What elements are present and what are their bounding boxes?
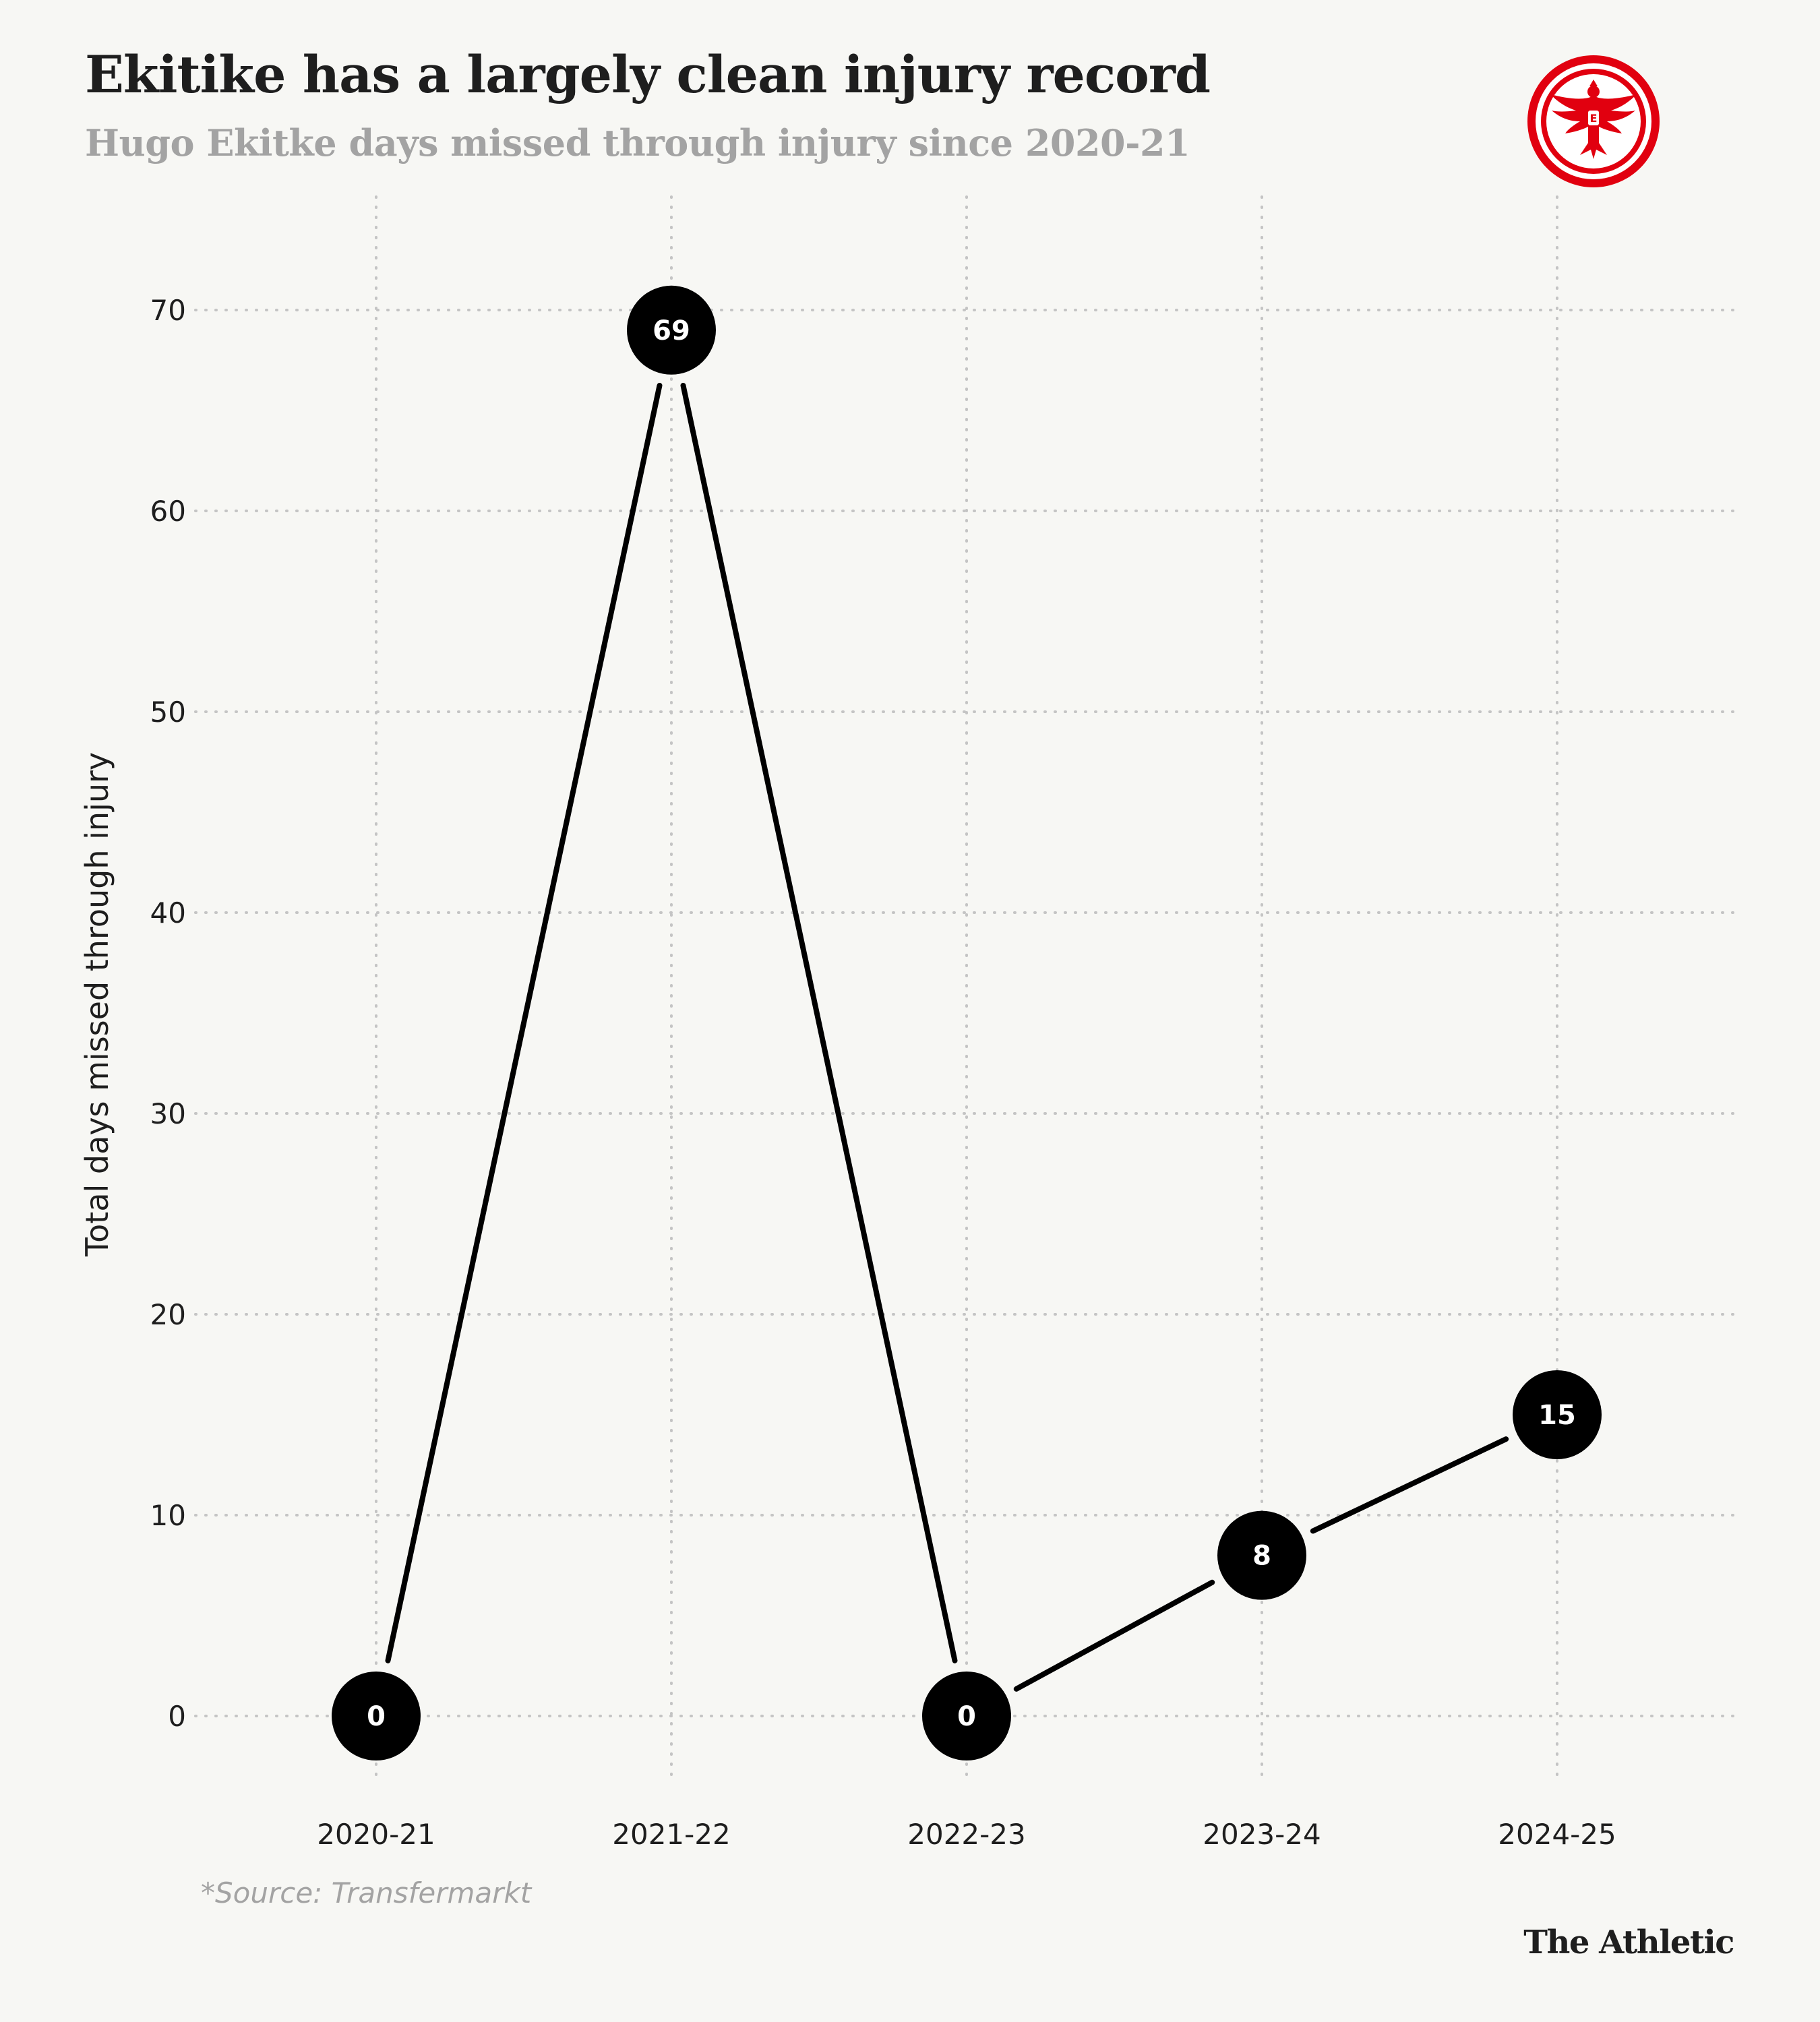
data-point — [332, 1672, 421, 1760]
y-tick-label: 70 — [150, 294, 186, 327]
y-tick-label: 40 — [150, 896, 186, 929]
x-tick-label: 2022-23 — [907, 1818, 1026, 1851]
data-label: 15 — [1538, 1400, 1576, 1431]
series-line-segment — [1310, 1436, 1509, 1534]
y-tick-label: 10 — [150, 1499, 186, 1532]
x-tick-label: 2024-25 — [1498, 1818, 1616, 1851]
data-label: 8 — [1252, 1541, 1271, 1572]
source-note: *Source: Transfermarkt — [201, 1876, 532, 1909]
data-point — [627, 285, 716, 375]
svg-text:E: E — [1590, 112, 1598, 125]
series-line-segment — [1013, 1579, 1215, 1692]
y-tick-label: 20 — [150, 1298, 186, 1331]
y-tick-label: 30 — [150, 1097, 186, 1130]
line-chart: 0 10 20 30 40 50 60 70 2020-21 2021-22 2022-23 2023… — [79, 195, 1740, 1851]
data-label: 0 — [367, 1701, 386, 1732]
data-point — [1217, 1510, 1306, 1600]
y-tick-label: 50 — [150, 696, 186, 729]
y-tick-label: 60 — [150, 495, 186, 528]
y-axis-label: Total days missed through injury — [79, 752, 115, 1257]
series-line-segment — [385, 382, 663, 1663]
x-tick-label: 2020-21 — [317, 1818, 435, 1851]
data-label: 69 — [653, 315, 690, 346]
chart-subtitle: Hugo Ekitke days missed through injury s… — [85, 121, 1190, 164]
brand-logo: The Athletic — [1523, 1924, 1734, 1961]
eagle-crest-icon: E — [1527, 55, 1660, 187]
x-tick-label: 2021-22 — [612, 1818, 731, 1851]
chart-title: Ekitike has a largely clean injury recor… — [85, 44, 1211, 104]
x-tick-label: 2023-24 — [1203, 1818, 1321, 1851]
series-line-segment — [680, 382, 958, 1663]
data-point — [922, 1672, 1011, 1760]
data-label: 0 — [957, 1701, 976, 1732]
y-tick-label: 0 — [168, 1700, 186, 1733]
data-point — [1513, 1370, 1602, 1459]
